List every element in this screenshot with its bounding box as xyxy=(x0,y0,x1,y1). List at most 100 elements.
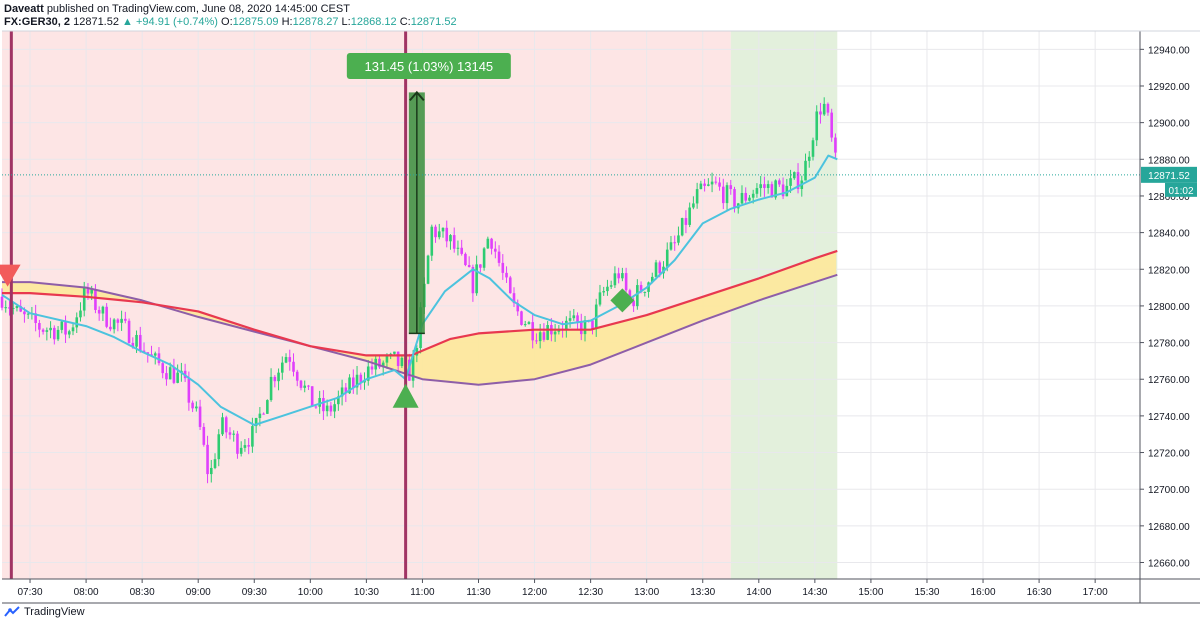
axes: 12660.00 12680.00 12700.00 12720.00 12740.00… xyxy=(2,30,1200,604)
candle-up xyxy=(688,207,691,225)
candle-up xyxy=(153,353,157,356)
candle-up xyxy=(11,308,15,310)
candle-up xyxy=(135,334,138,347)
candle-down xyxy=(479,264,482,268)
grid-lines xyxy=(2,31,1140,579)
candle-down xyxy=(721,186,725,204)
y-tick-label: 12700.00 xyxy=(1148,485,1190,496)
candle-up xyxy=(449,235,452,242)
candle-down xyxy=(310,386,314,407)
candle-up xyxy=(553,331,557,335)
candle-up xyxy=(393,351,396,354)
candle-down xyxy=(733,189,736,209)
candle-down xyxy=(228,432,232,435)
candle-up xyxy=(239,447,243,454)
candle-down xyxy=(703,183,706,186)
candle-down xyxy=(497,251,501,263)
candle-down xyxy=(591,320,594,330)
candle-up xyxy=(318,398,321,407)
candle-up xyxy=(740,192,744,204)
candle-up xyxy=(636,285,639,307)
candle-up xyxy=(785,185,789,197)
candle-down xyxy=(172,367,176,383)
high-value: 12878.27 xyxy=(292,16,339,28)
candle-up xyxy=(411,355,415,381)
sell-signal-triangle-icon xyxy=(0,264,21,287)
candle-up xyxy=(67,331,71,335)
symbol-label[interactable]: FX:GER30, 2 xyxy=(4,16,71,28)
candle-down xyxy=(632,300,635,307)
candle-down xyxy=(370,366,374,370)
candle-up xyxy=(811,140,815,157)
y-tick-label: 12840.00 xyxy=(1148,229,1190,240)
candle-down xyxy=(142,350,146,353)
low-label: L: xyxy=(341,16,351,28)
candle-up xyxy=(710,181,714,185)
tradingview-logo-icon xyxy=(4,606,20,617)
publish-info: published on TradingView.com, June 08, 2… xyxy=(46,3,350,15)
candle-up xyxy=(692,203,695,208)
candle-down xyxy=(34,313,37,323)
candle-down xyxy=(299,380,303,388)
candle-up xyxy=(598,292,602,305)
ema-lines xyxy=(1,154,838,426)
candle-up xyxy=(4,307,8,309)
x-tick-label: 12:00 xyxy=(522,587,547,598)
candle-up xyxy=(340,387,344,397)
chart-header-line2: FX:GER30, 2 12871.52 ▲ +94.91 (+0.74%) O… xyxy=(4,16,457,28)
candle-up xyxy=(606,286,609,292)
candle-down xyxy=(617,273,620,279)
candle-down xyxy=(445,227,449,242)
x-tick-label: 13:00 xyxy=(634,587,659,598)
candle-up xyxy=(609,285,613,287)
candle-up xyxy=(280,362,284,373)
candle-up xyxy=(333,404,336,412)
chart-header-line1: Daveatt published on TradingView.com, Ju… xyxy=(4,3,350,15)
y-tick-label: 12680.00 xyxy=(1148,522,1190,533)
candle-down xyxy=(23,311,26,315)
x-tick-label: 14:30 xyxy=(802,587,827,598)
candle-up xyxy=(441,227,445,232)
candle-down xyxy=(658,262,662,274)
candle-up xyxy=(680,218,684,236)
candle-down xyxy=(639,285,643,293)
candle-down xyxy=(8,307,11,309)
candle-down xyxy=(165,373,168,380)
candle-up xyxy=(426,255,430,284)
candle-up xyxy=(815,111,819,141)
measure-tool: 131.45 (1.03%) 13145 xyxy=(346,53,511,335)
candle-up xyxy=(79,310,82,318)
candle-up xyxy=(755,188,759,194)
signals xyxy=(0,264,635,408)
candle-down xyxy=(344,387,348,394)
up-arrow-icon: ▲ xyxy=(122,16,133,28)
close-label: C: xyxy=(399,16,411,28)
candle-down xyxy=(673,242,677,244)
candle-up xyxy=(366,366,370,381)
candle-up xyxy=(650,276,654,283)
candle-down xyxy=(262,413,265,415)
candle-down xyxy=(516,303,520,312)
candle-down xyxy=(531,322,534,341)
x-tick-label: 08:00 xyxy=(74,587,99,598)
y-tick-label: 12660.00 xyxy=(1148,559,1190,570)
candle-up xyxy=(415,348,419,356)
candle-down xyxy=(576,315,579,322)
candle-up xyxy=(699,183,703,190)
measure-arrow-icon xyxy=(409,90,425,102)
candle-up xyxy=(303,385,307,388)
candle-up xyxy=(284,357,288,363)
high-label: H: xyxy=(281,16,293,28)
candle-up xyxy=(254,418,258,427)
candle-up xyxy=(381,362,385,368)
candle-down xyxy=(131,342,135,347)
candle-up xyxy=(766,184,770,188)
y-tick-label: 12800.00 xyxy=(1148,302,1190,313)
candle-up xyxy=(337,396,340,405)
change-value: +94.91 (+0.74%) xyxy=(136,16,218,28)
candle-down xyxy=(714,181,718,183)
candle-up xyxy=(748,197,751,201)
author-name[interactable]: Daveatt xyxy=(4,3,44,15)
candle-up xyxy=(486,238,490,249)
